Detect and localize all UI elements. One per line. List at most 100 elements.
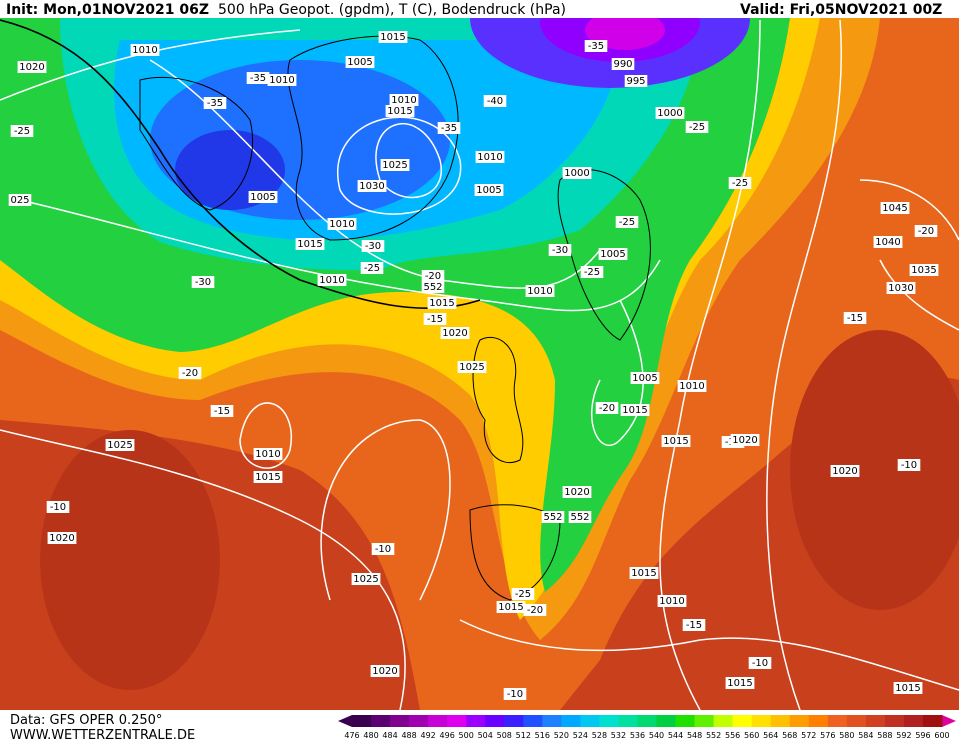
label-box (203, 97, 227, 109)
isobar-label-text: 1035 (911, 265, 936, 276)
colorbar-label: 560 (744, 731, 759, 740)
label-box (615, 216, 639, 228)
isobar-label-text: -20 (918, 226, 934, 237)
label-box (253, 471, 283, 483)
colorbar-label: 484 (382, 731, 397, 740)
label-box (568, 511, 592, 523)
isobar-label: -15 (210, 405, 234, 417)
colorbar-swatch (808, 715, 829, 727)
colorbar-label: 596 (915, 731, 930, 740)
valid-time: Valid: Fri,05NOV2021 00Z (740, 2, 942, 18)
isobar (149, 59, 601, 289)
isobar-label-text: 552 (570, 512, 589, 523)
isobar-label: 1020 (562, 486, 592, 498)
label-box (10, 125, 34, 137)
isobar-label: 1015 (661, 435, 691, 447)
isobar-label: -15 (843, 312, 867, 324)
isobar-label: 1020 (17, 61, 47, 73)
label-box (248, 191, 278, 203)
label-box (295, 238, 325, 250)
isobar-label-text: 1005 (347, 57, 372, 68)
colorbar-swatch (922, 715, 943, 727)
colorbar-swatch (599, 715, 619, 727)
isobar (459, 619, 959, 691)
isobar (591, 299, 644, 447)
isobar-label-text: -10 (901, 460, 917, 471)
colorbar-swatch (428, 715, 448, 727)
isobar-label-text: 1005 (476, 185, 501, 196)
temp-zone (40, 430, 220, 690)
isobar-label: -25 (728, 177, 752, 189)
colorbar-swatch (732, 715, 753, 727)
label-box (620, 404, 650, 416)
isobar-label-text: 1040 (875, 237, 900, 248)
label-box (474, 184, 504, 196)
colorbar-swatch (770, 715, 791, 727)
colorbar-label: 504 (478, 731, 493, 740)
isobar-label-text: 1015 (631, 568, 656, 579)
isobar-label: 025 (8, 194, 32, 206)
isobar-label-text: 1020 (732, 435, 757, 446)
colorbar-label: 584 (858, 731, 873, 740)
label-box (8, 194, 32, 206)
label-box (427, 297, 457, 309)
label-box (629, 567, 659, 579)
label-box (730, 434, 760, 446)
label-box (685, 121, 709, 133)
isobar-label: -35 (584, 40, 608, 52)
colorbar-label: 512 (516, 731, 531, 740)
isobar-label: -25 (511, 588, 535, 600)
colorbar-label: 516 (535, 731, 550, 740)
label-box (624, 75, 648, 87)
isobar-label-text: 1015 (727, 678, 752, 689)
isobar-label-text: 1015 (622, 405, 647, 416)
isobar-label: -30 (548, 244, 572, 256)
coastline (472, 336, 524, 464)
isobar-label-text: 1015 (498, 602, 523, 613)
isobar-label-text: 552 (543, 512, 562, 523)
colorbar-swatch (713, 715, 734, 727)
colorbar-swatch (504, 715, 524, 727)
label-box (17, 61, 47, 73)
isobar-label: 1010 (130, 44, 160, 56)
label-box (440, 327, 470, 339)
colorbar-label: 576 (820, 731, 835, 740)
colorbar-swatch (618, 715, 638, 727)
isobar-label-text: 1015 (380, 32, 405, 43)
front-line (0, 19, 481, 310)
isobar-label: 1025 (351, 573, 381, 585)
label-box (46, 501, 70, 513)
label-box (105, 439, 135, 451)
isobar-label: 1020 (440, 327, 470, 339)
label-box (253, 448, 283, 460)
colorbar-swatch (884, 715, 905, 727)
label-box (830, 465, 860, 477)
isobar-label: -25 (685, 121, 709, 133)
isobar-label: 1020 (370, 665, 400, 677)
colorbar-swatch (542, 715, 562, 727)
isobar-label: 1015 (295, 238, 325, 250)
colorbar-label: 476 (344, 731, 359, 740)
label-box (886, 282, 916, 294)
isobar-label: -15 (682, 619, 706, 631)
isobar-label-text: 1010 (255, 449, 280, 460)
label-box (370, 665, 400, 677)
isobar-label-text: -10 (375, 544, 391, 555)
isobar-label-text: -25 (619, 217, 635, 228)
label-box (385, 105, 415, 117)
isobar-label-text: 1010 (132, 45, 157, 56)
isobar-label: 1015 (496, 601, 526, 613)
isobar-label: -10 (897, 459, 921, 471)
isobar-label: -10 (503, 688, 527, 700)
isobar-label-text: 1030 (359, 181, 384, 192)
isobar-label-text: 990 (613, 59, 632, 70)
colorbar-label: 600 (934, 731, 949, 740)
colorbar-label: 520 (554, 731, 569, 740)
label-box (682, 619, 706, 631)
colorbar-swatch (675, 715, 696, 727)
label-box (371, 543, 395, 555)
isobar-label: 1040 (873, 236, 903, 248)
colorbar-swatch (580, 715, 600, 727)
colorbar-label: 532 (611, 731, 626, 740)
